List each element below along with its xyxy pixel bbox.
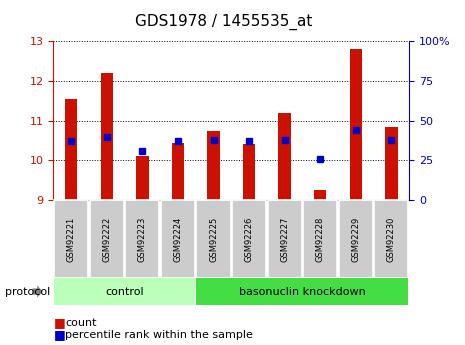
Text: GSM92224: GSM92224: [173, 216, 182, 262]
Bar: [54, 278, 195, 305]
Bar: [54, 200, 88, 278]
Text: GSM92229: GSM92229: [352, 216, 360, 262]
Bar: [197, 278, 408, 305]
Text: GSM92223: GSM92223: [138, 216, 147, 262]
Bar: [161, 200, 195, 278]
Bar: [232, 200, 266, 278]
Bar: [126, 200, 159, 278]
Text: GSM92230: GSM92230: [387, 216, 396, 262]
Bar: [385, 127, 398, 200]
Bar: [303, 200, 337, 278]
Bar: [100, 73, 113, 200]
Text: GDS1978 / 1455535_at: GDS1978 / 1455535_at: [134, 14, 312, 30]
Bar: [197, 200, 231, 278]
Bar: [339, 200, 373, 278]
Bar: [207, 131, 220, 200]
Text: GSM92227: GSM92227: [280, 216, 289, 262]
Text: GSM92221: GSM92221: [67, 216, 76, 262]
Bar: [90, 200, 124, 278]
Text: GSM92222: GSM92222: [102, 216, 111, 262]
Bar: [350, 49, 362, 200]
Text: GSM92226: GSM92226: [245, 216, 253, 262]
Bar: [136, 157, 149, 200]
Bar: [243, 144, 255, 200]
Bar: [279, 113, 291, 200]
Text: percentile rank within the sample: percentile rank within the sample: [65, 330, 253, 339]
Text: basonuclin knockdown: basonuclin knockdown: [239, 287, 366, 296]
Text: GSM92228: GSM92228: [316, 216, 325, 262]
Bar: [65, 99, 78, 200]
Bar: [268, 200, 302, 278]
Text: count: count: [65, 318, 97, 327]
Bar: [172, 142, 184, 200]
Text: control: control: [105, 287, 144, 296]
Text: ■: ■: [53, 328, 65, 341]
Bar: [374, 200, 408, 278]
Text: ■: ■: [53, 316, 65, 329]
Text: protocol: protocol: [5, 287, 50, 296]
Text: GSM92225: GSM92225: [209, 216, 218, 262]
Bar: [314, 190, 326, 200]
